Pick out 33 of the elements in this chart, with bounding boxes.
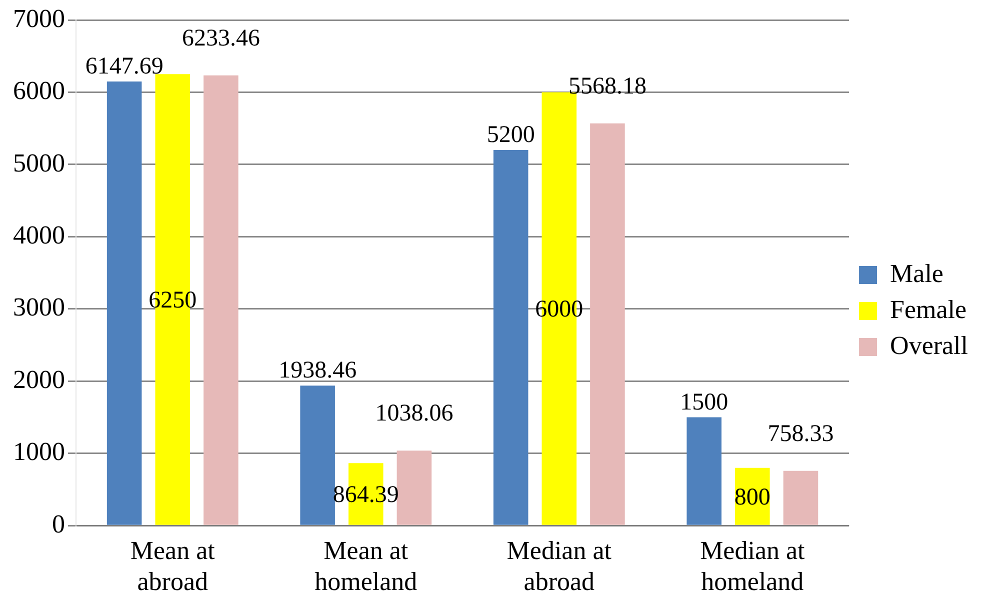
y-tick-label: 0 — [52, 509, 65, 538]
data-label: 5568.18 — [568, 73, 646, 100]
x-tick-label: Median at abroad — [506, 536, 612, 596]
y-tick-label: 3000 — [13, 292, 65, 322]
x-tick-label: Mean at homeland — [314, 536, 418, 596]
data-label: 758.33 — [768, 420, 834, 447]
y-tick-label: 7000 — [13, 4, 65, 33]
legend-label: Male — [890, 258, 944, 288]
data-label: 6147.69 — [85, 54, 164, 80]
y-tick-label: 5000 — [13, 148, 65, 178]
bar — [204, 75, 238, 525]
y-tick-label: 2000 — [13, 364, 65, 394]
data-label: 800 — [734, 484, 770, 510]
y-tick-label: 6000 — [13, 76, 65, 106]
bar — [106, 82, 142, 525]
bar — [493, 150, 528, 525]
data-label: 1038.06 — [375, 400, 454, 427]
bar — [686, 417, 722, 525]
data-label: 1938.46 — [278, 358, 357, 384]
bar — [590, 123, 625, 525]
data-label: 5200 — [486, 122, 535, 148]
y-tick-label: 1000 — [13, 437, 65, 466]
x-tick-label: Mean at abroad — [130, 536, 216, 596]
data-label: 6233.46 — [182, 25, 260, 52]
legend-label: Overall — [890, 330, 968, 360]
legend-label: Female — [890, 294, 967, 324]
bar — [300, 386, 335, 525]
y-tick-label: 4000 — [13, 220, 65, 250]
x-tick-label: Median at homeland — [700, 536, 806, 596]
data-label: 6000 — [535, 296, 584, 323]
data-label: 1500 — [680, 389, 728, 416]
bar — [783, 470, 818, 525]
bar — [396, 450, 432, 525]
